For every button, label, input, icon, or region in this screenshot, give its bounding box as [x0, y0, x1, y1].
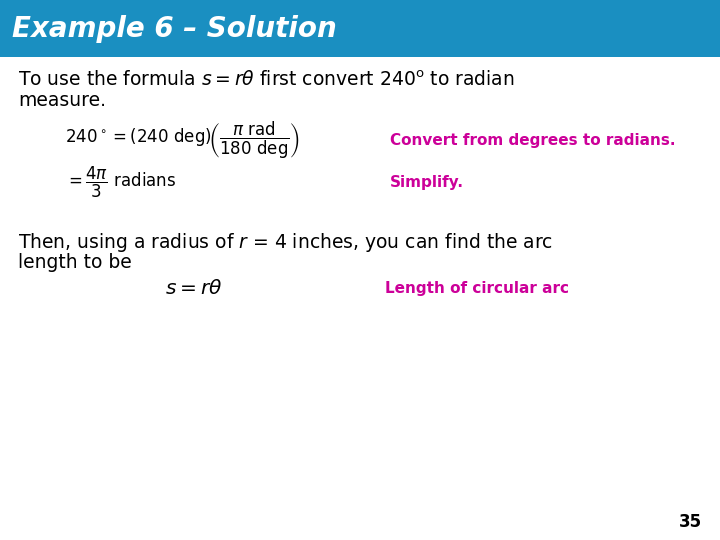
Text: length to be: length to be: [18, 253, 132, 272]
Text: 35: 35: [679, 513, 702, 531]
Text: Then, using a radius of $r$ = 4 inches, you can find the arc: Then, using a radius of $r$ = 4 inches, …: [18, 231, 553, 253]
Text: Simplify.: Simplify.: [390, 174, 464, 190]
Text: Length of circular arc: Length of circular arc: [385, 280, 569, 295]
Text: $= \dfrac{4\pi}{3}\ \mathrm{radians}$: $= \dfrac{4\pi}{3}\ \mathrm{radians}$: [65, 164, 176, 200]
Text: $s = r\theta$: $s = r\theta$: [165, 279, 222, 298]
FancyBboxPatch shape: [0, 0, 720, 57]
Text: $240^\circ = (240\ \mathrm{deg})\!\left(\dfrac{\pi\ \mathrm{rad}}{180\ \mathrm{d: $240^\circ = (240\ \mathrm{deg})\!\left(…: [65, 119, 300, 160]
Text: Example 6 – Solution: Example 6 – Solution: [12, 15, 337, 43]
Text: To use the formula $s = r\theta$ first convert 240$\rm{^o}$ to radian: To use the formula $s = r\theta$ first c…: [18, 70, 515, 90]
Text: Convert from degrees to radians.: Convert from degrees to radians.: [390, 132, 675, 147]
Text: measure.: measure.: [18, 91, 106, 110]
